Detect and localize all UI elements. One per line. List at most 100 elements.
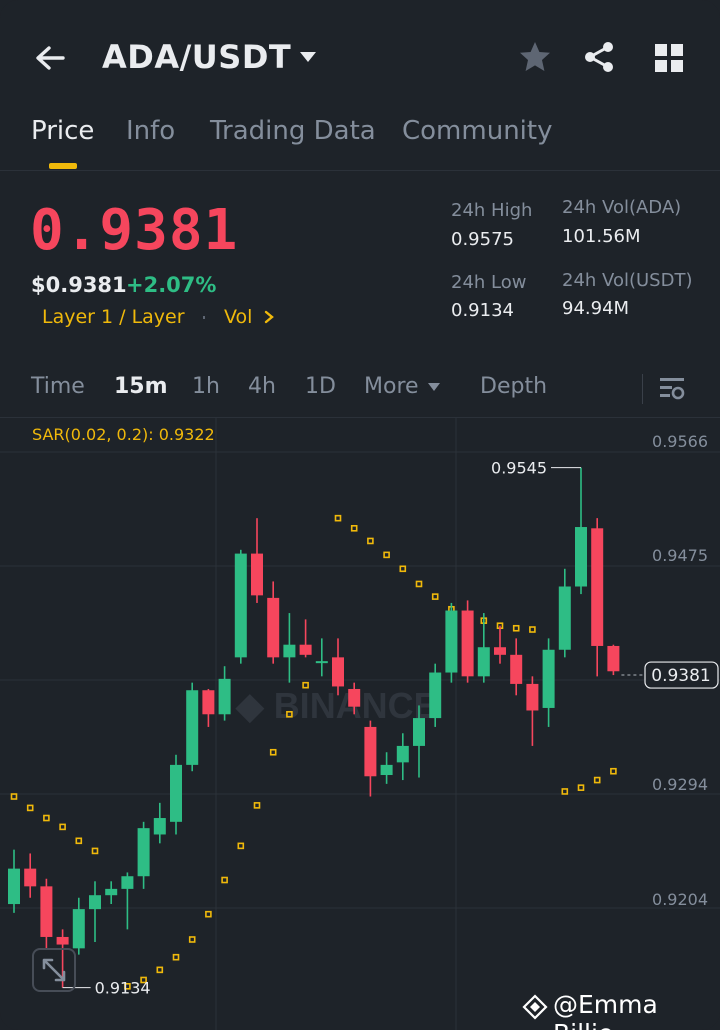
sar-dot: [610, 767, 617, 775]
interval-4h[interactable]: 4h: [248, 374, 276, 399]
sar-dot: [26, 804, 34, 812]
sar-dot: [383, 551, 390, 559]
tab-trading-data[interactable]: Trading Data: [210, 116, 376, 146]
candle-body: [364, 726, 377, 777]
interval-divider: [642, 374, 643, 404]
candle-body: [202, 690, 215, 715]
interval-15m[interactable]: 15m: [114, 374, 168, 399]
candle-body: [413, 718, 425, 746]
expand-icon: [42, 958, 66, 982]
last-price-label: 0.9381: [651, 666, 710, 686]
candle-body: [477, 647, 490, 677]
interval-more[interactable]: More: [364, 374, 419, 399]
sar-dot: [399, 565, 407, 573]
sar-dot: [512, 624, 520, 632]
low-value: 0.9134: [451, 300, 514, 321]
vol-ada-label: 24h Vol(ADA): [562, 197, 682, 218]
candle-body: [234, 553, 247, 658]
sar-dot: [577, 784, 585, 791]
interval-1h[interactable]: 1h: [192, 374, 220, 399]
candle-body: [380, 764, 393, 776]
share-icon[interactable]: [582, 40, 616, 74]
high-value: 0.9575: [451, 229, 514, 250]
candle-body: [72, 909, 85, 949]
sar-dot: [350, 524, 358, 532]
chevron-down-icon[interactable]: [298, 50, 318, 64]
last-price: 0.9381: [30, 198, 239, 263]
sar-dot: [140, 976, 147, 984]
sar-dot: [205, 910, 212, 918]
candle-body: [332, 657, 344, 687]
sar-dot: [221, 876, 228, 884]
sar-dot: [415, 580, 423, 588]
sar-dot: [593, 776, 601, 784]
expand-chart-button[interactable]: [32, 948, 76, 992]
interval-time[interactable]: Time: [31, 374, 85, 399]
candlestick-chart[interactable]: ◆ BINANCE0.95660.94750.93850.92940.92040…: [0, 418, 720, 1030]
star-icon[interactable]: [518, 40, 552, 74]
y-tick-label: 0.9294: [652, 775, 708, 794]
candle-body: [56, 936, 69, 945]
header: ADA/USDT: [0, 0, 720, 100]
candle-body: [283, 644, 296, 658]
candle-body: [170, 764, 182, 822]
sar-dot: [124, 982, 131, 990]
active-tab-indicator: [49, 163, 77, 169]
high-label: 24h High: [451, 200, 533, 221]
candle-body: [510, 654, 523, 684]
y-tick-label: 0.9566: [652, 432, 708, 451]
caret-down-icon[interactable]: [427, 382, 441, 392]
chevron-right-icon[interactable]: [262, 309, 276, 325]
sar-dot: [367, 537, 374, 545]
chart-watermark: ◆ BINANCE: [235, 685, 438, 726]
sar-dot: [253, 802, 261, 809]
category-tag[interactable]: Layer 1 / Layer: [42, 306, 185, 328]
candle-body: [153, 818, 166, 835]
grid-icon[interactable]: [654, 43, 684, 73]
candle-body: [591, 528, 604, 646]
candle-body: [251, 553, 263, 596]
candle-body: [121, 876, 134, 889]
candle-body: [445, 610, 458, 673]
back-icon[interactable]: [32, 40, 68, 76]
tab-info[interactable]: Info: [126, 116, 176, 146]
divider: [0, 417, 720, 418]
candle-body: [8, 868, 20, 905]
sar-dot: [302, 681, 309, 689]
candle-body: [89, 895, 101, 910]
low-label: 24h Low: [451, 272, 527, 293]
vol-usdt-value: 94.94M: [562, 298, 630, 319]
usd-price: $0.9381: [31, 273, 127, 297]
sar-dot: [529, 626, 536, 633]
tab-community[interactable]: Community: [402, 116, 553, 146]
pair-title[interactable]: ADA/USDT: [102, 38, 292, 76]
sar-dot: [91, 847, 99, 855]
tab-bar: Price Info Trading Data Community: [0, 110, 720, 170]
candle-body: [218, 678, 231, 715]
y-tick-label: 0.9204: [652, 890, 708, 909]
chart-settings-icon[interactable]: [658, 375, 686, 403]
candle-body: [526, 683, 539, 711]
candle-body: [40, 886, 53, 937]
candle-body: [461, 610, 474, 677]
sar-dot: [561, 788, 569, 795]
vol-link[interactable]: Vol: [224, 306, 253, 328]
interval-1d[interactable]: 1D: [305, 374, 336, 399]
tab-price[interactable]: Price: [31, 116, 95, 146]
sar-dot: [10, 793, 18, 800]
depth-tab[interactable]: Depth: [480, 374, 548, 399]
candle-body: [299, 644, 312, 655]
candle-body: [137, 828, 150, 877]
candle-body: [348, 688, 361, 707]
sar-dot: [59, 823, 66, 831]
candle-body: [186, 690, 199, 765]
sar-dot: [334, 514, 342, 522]
divider: [0, 170, 720, 171]
candle-body: [575, 527, 587, 587]
sar-dot: [237, 842, 245, 850]
sar-dot: [269, 748, 277, 756]
candle-body: [105, 888, 118, 896]
vol-usdt-label: 24h Vol(USDT): [562, 270, 693, 291]
sar-dot: [43, 814, 50, 822]
